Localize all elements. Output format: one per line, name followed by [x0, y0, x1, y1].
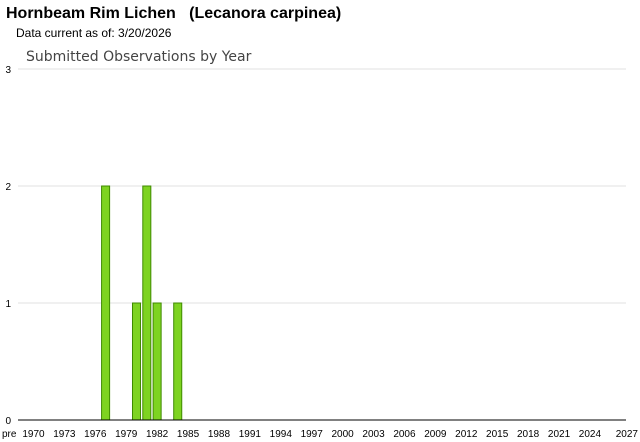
x-tick-label: 1982: [146, 429, 169, 440]
bar-1984: [173, 302, 183, 421]
x-tick-label: pre: [2, 429, 17, 440]
x-axis-ticks: pre 1970 1973 1976 1979 1982 1985 1988 1991 1994 1…: [2, 429, 638, 440]
data-current-date: Data current as of: 3/20/2026: [16, 26, 172, 40]
y-tick-label: 0: [5, 416, 11, 427]
x-tick-label: 2009: [424, 429, 447, 440]
x-tick-label: 2006: [393, 429, 416, 440]
x-tick-label: 2021: [548, 429, 571, 440]
y-tick-label: 1: [5, 299, 11, 310]
y-tick-label: 3: [5, 65, 11, 76]
y-axis-ticks: 0 1 2 3: [5, 65, 11, 427]
x-tick-label: 1991: [239, 429, 262, 440]
x-tick-label: 2024: [579, 429, 602, 440]
x-tick-label: 2027: [616, 429, 639, 440]
x-tick-label: 1988: [208, 429, 231, 440]
x-tick-label: 2018: [517, 429, 540, 440]
bar-1977: [101, 185, 111, 421]
x-tick-label: 1973: [53, 429, 76, 440]
x-tick-label: 2003: [362, 429, 385, 440]
x-tick-label: 1985: [177, 429, 200, 440]
chart-title: Submitted Observations by Year: [26, 49, 252, 65]
y-tick-label: 2: [5, 182, 11, 193]
x-tick-label: 1994: [270, 429, 293, 440]
x-tick-label: 2015: [486, 429, 509, 440]
x-tick-label: 1970: [22, 429, 45, 440]
bar-1981: [142, 185, 152, 421]
x-tick-label: 2000: [331, 429, 354, 440]
x-tick-label: 1976: [84, 429, 107, 440]
bar-1980: [131, 302, 142, 421]
gridlines: [18, 68, 626, 304]
x-tick-label: 2012: [455, 429, 478, 440]
x-tick-label: 1979: [115, 429, 138, 440]
x-tick-label: 1997: [301, 429, 324, 440]
bar-1982: [152, 302, 162, 421]
page-title: Hornbeam Rim Lichen (Lecanora carpinea): [6, 5, 342, 22]
